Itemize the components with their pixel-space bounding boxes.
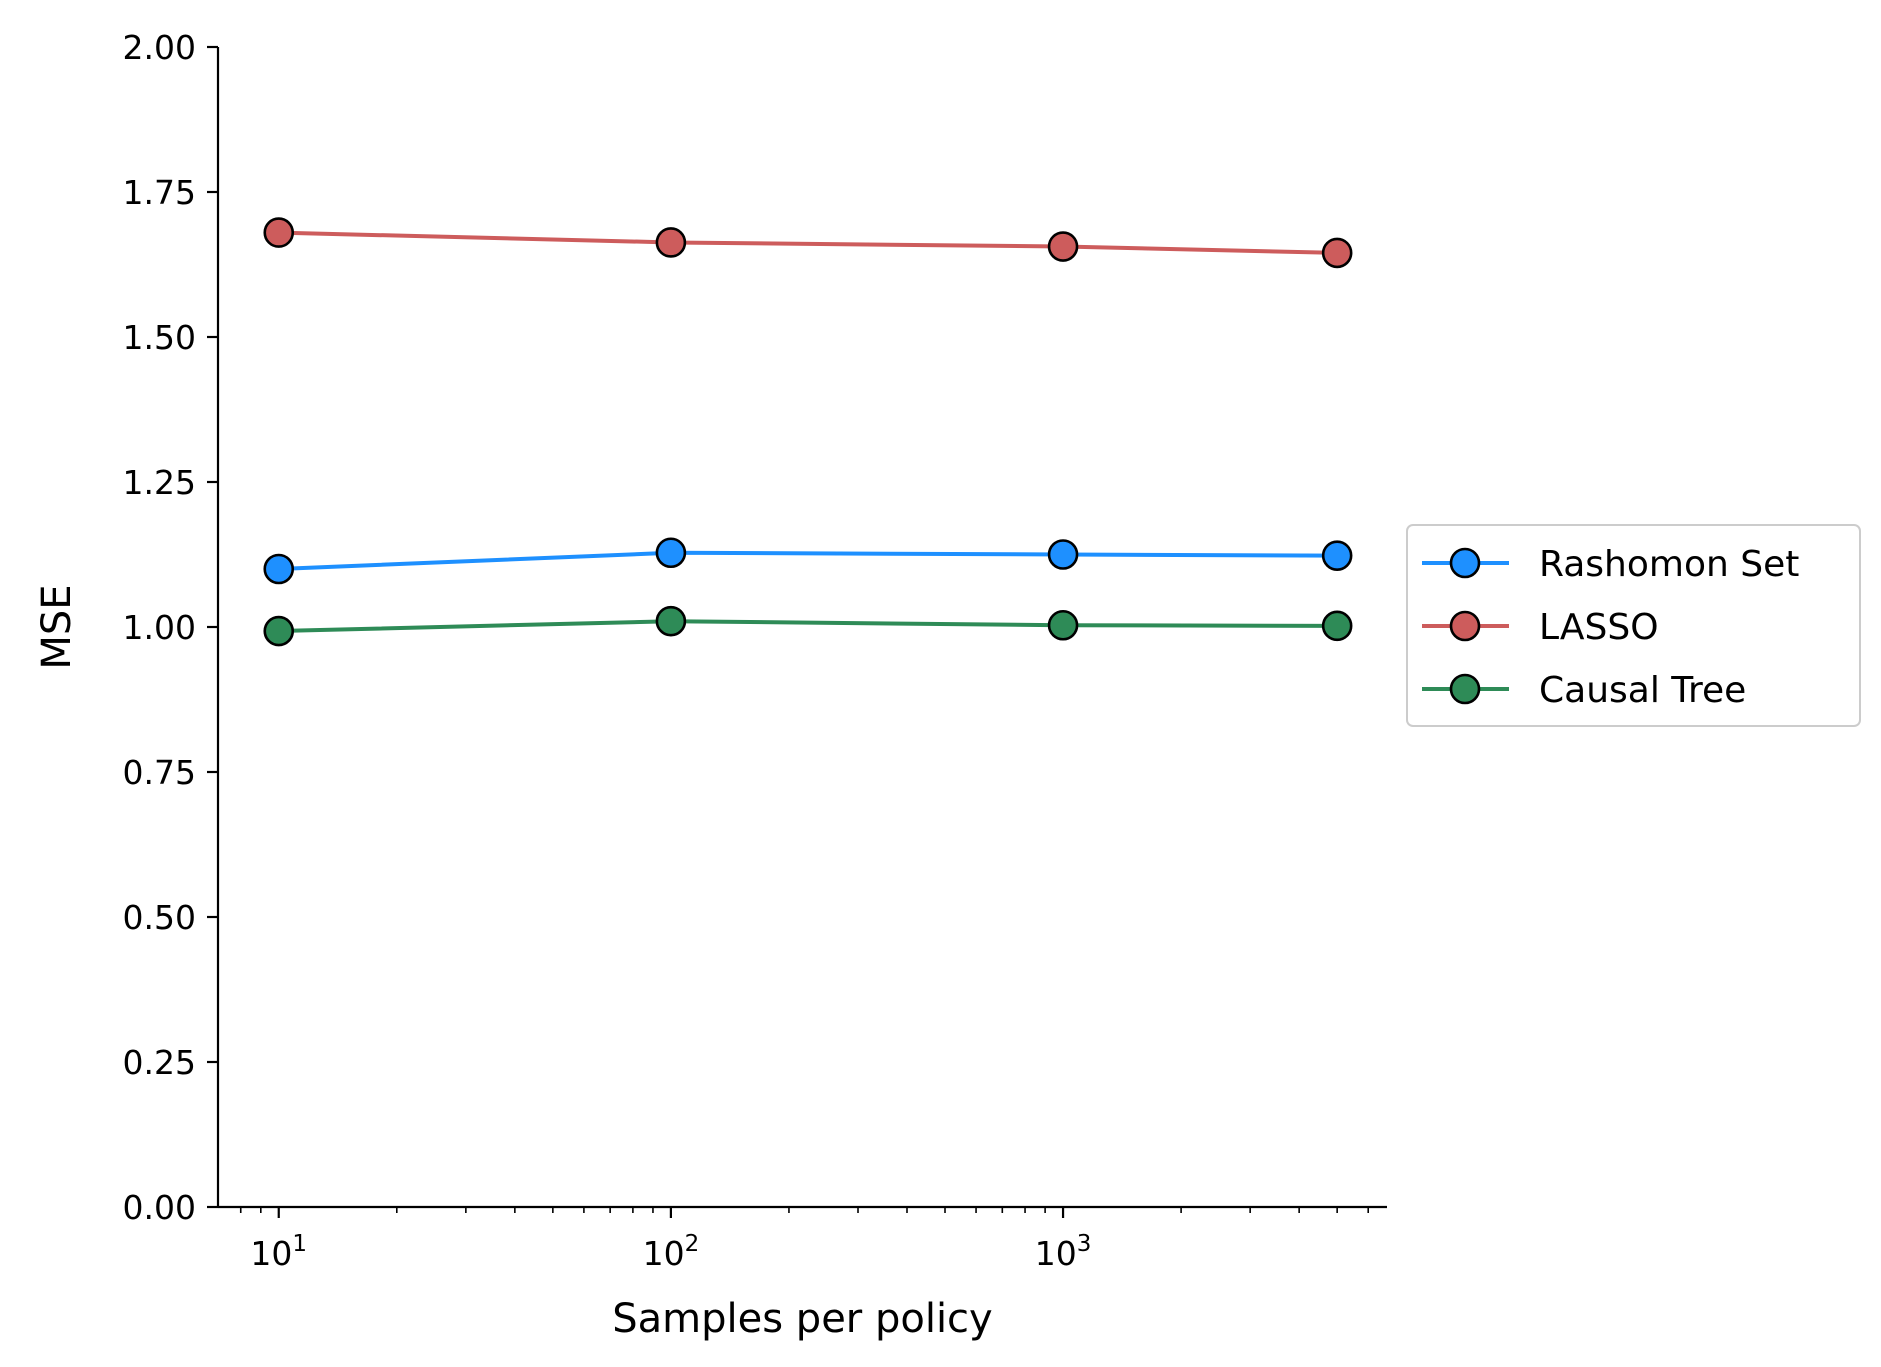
- x-axis-ticks: 101 102 103: [239, 1207, 1370, 1273]
- y-axis-title: MSE: [34, 584, 80, 669]
- y-tick-label: 0.00: [123, 1188, 196, 1227]
- series-line: [278, 550, 1338, 571]
- data-point: [263, 615, 295, 647]
- data-point: [655, 537, 687, 569]
- data-point: [263, 553, 295, 585]
- y-tick-label: 0.25: [123, 1043, 196, 1082]
- data-point: [655, 605, 687, 637]
- legend-label: Causal Tree: [1539, 670, 1746, 711]
- data-point: [263, 217, 295, 248]
- y-tick-label: 0.50: [123, 898, 196, 937]
- legend-swatch-marker: [1449, 547, 1481, 579]
- data-point: [1321, 610, 1353, 642]
- data-point: [655, 227, 687, 258]
- data-point: [1321, 540, 1353, 571]
- data-point: [1321, 237, 1353, 269]
- series-line: [278, 230, 1338, 255]
- y-tick-label: 1.75: [123, 173, 196, 212]
- y-tick-label: 1.50: [123, 318, 196, 357]
- series-line: [278, 619, 1338, 634]
- legend-box: [1406, 524, 1861, 727]
- y-tick-label: 2.00: [123, 28, 196, 67]
- y-tick-label: 0.75: [123, 753, 196, 792]
- legend-label: Rashomon Set: [1539, 544, 1799, 585]
- legend-label: LASSO: [1539, 607, 1659, 648]
- y-tick-label: 1.25: [123, 463, 196, 502]
- x-tick-label: 103: [1035, 1231, 1092, 1273]
- legend-swatch-marker: [1449, 610, 1481, 642]
- legend: Rashomon Set LASSO Causal Tree: [1406, 524, 1861, 727]
- x-tick-label: 102: [643, 1231, 700, 1273]
- legend-swatch-marker: [1449, 673, 1481, 705]
- x-tick-label: 101: [250, 1231, 307, 1273]
- series-layer: [263, 217, 1353, 647]
- y-tick-label: 1.00: [123, 608, 196, 647]
- x-axis-title: Samples per policy: [612, 1296, 992, 1342]
- data-point: [1047, 539, 1079, 570]
- y-axis-ticks: 0.00 0.25 0.50 0.75 1.00 1.25 1.50 1.75 2.00: [123, 28, 218, 1227]
- data-point: [1047, 609, 1079, 641]
- data-point: [1047, 231, 1079, 262]
